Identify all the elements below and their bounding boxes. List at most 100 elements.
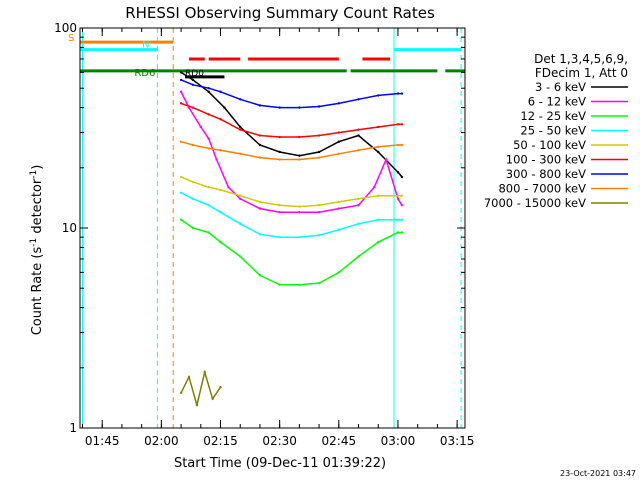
data-point [337, 200, 341, 204]
data-point [400, 231, 404, 234]
data-point [357, 222, 360, 225]
state-bar-labels: S N RD6 RD0 [68, 33, 204, 79]
data-point [337, 152, 341, 155]
data-point [258, 274, 262, 277]
data-point [400, 194, 404, 197]
data-point [239, 152, 242, 155]
data-point [239, 98, 242, 101]
data-point [207, 137, 210, 140]
data-point [377, 218, 380, 221]
data-point [199, 125, 202, 129]
data-point [377, 240, 380, 244]
legend-label: 50 - 100 keV [513, 138, 586, 152]
data-point [239, 197, 242, 200]
data-point [357, 134, 360, 137]
data-point [258, 200, 262, 204]
data-point [207, 147, 210, 150]
legend-label: 800 - 7000 keV [498, 182, 586, 196]
data-point [357, 197, 360, 200]
data-point [298, 205, 301, 208]
data-point [191, 226, 195, 230]
data-point [207, 231, 210, 234]
series-line [180, 369, 222, 406]
data-point [317, 234, 321, 237]
data-point [215, 158, 218, 161]
data-point [396, 171, 400, 174]
data-point [219, 210, 222, 214]
data-point [377, 125, 380, 129]
data-point [203, 371, 206, 374]
data-point [219, 90, 222, 93]
series-7 [179, 78, 404, 109]
data-point [278, 158, 281, 161]
data-point [396, 197, 400, 200]
legend-header: Det 1,3,4,5,6,9, FDecim 1, Att 0 [534, 52, 628, 80]
data-point [400, 218, 404, 221]
data-point [298, 106, 301, 109]
y-axis: 1 10 100 [54, 21, 465, 435]
data-point [357, 255, 360, 258]
data-point [373, 185, 376, 189]
legend-label: 25 - 50 keV [520, 124, 586, 138]
data-point [396, 92, 400, 95]
legend-label: 100 - 300 keV [506, 153, 586, 167]
data-point [400, 92, 404, 95]
data-point [239, 128, 242, 131]
data-point [179, 175, 183, 179]
series-line [180, 176, 402, 208]
data-point [179, 218, 183, 221]
data-point [298, 154, 301, 157]
series-line [180, 71, 403, 178]
data-point [337, 140, 341, 143]
data-point [337, 271, 341, 274]
data-point [278, 150, 281, 154]
x-tick-label: 03:00 [381, 434, 416, 448]
data-point [179, 391, 183, 394]
data-point [317, 204, 321, 207]
data-point [357, 98, 360, 101]
data-point [207, 185, 210, 189]
data-point [219, 385, 222, 389]
data-point [179, 102, 183, 105]
data-point [278, 210, 281, 214]
data-point [179, 191, 183, 194]
data-point [396, 194, 400, 197]
data-point [258, 104, 262, 107]
data-point [317, 156, 321, 159]
series-4 [179, 191, 404, 239]
data-point [179, 71, 183, 74]
data-point [337, 228, 341, 231]
data-point [211, 397, 214, 400]
data-point [337, 207, 341, 210]
series-line [180, 192, 402, 238]
series-5 [179, 175, 404, 208]
data-point [298, 283, 301, 286]
data-point [191, 197, 195, 200]
state-bar-label-s: S [68, 33, 74, 44]
data-point [227, 185, 230, 189]
y-tick-label: 1 [69, 421, 77, 435]
series-line [180, 140, 402, 161]
series-1 [179, 71, 404, 179]
data-point [223, 106, 226, 109]
data-point [400, 204, 404, 207]
data-point [400, 175, 404, 179]
y-tick-label: 10 [62, 221, 77, 235]
data-point [187, 375, 191, 379]
x-tick-label: 02:15 [203, 434, 238, 448]
state-bar-label-rd6: RD6 [134, 68, 155, 79]
y-axis-label: Count Rate (s-1 detector-1) [29, 165, 45, 336]
chart-title: RHESSI Observing Summary Count Rates [125, 4, 435, 22]
legend-label: 7000 - 15000 keV [484, 196, 586, 210]
x-tick-label: 03:15 [440, 434, 475, 448]
state-bar-label-rd0: RD0 [185, 69, 204, 79]
legend-label: 6 - 12 keV [528, 95, 586, 109]
plot-area [80, 28, 465, 428]
data-point [258, 207, 262, 210]
data-point [239, 194, 242, 197]
data-point [191, 106, 195, 109]
x-tick-label: 02:45 [322, 434, 357, 448]
data-point [239, 125, 242, 129]
